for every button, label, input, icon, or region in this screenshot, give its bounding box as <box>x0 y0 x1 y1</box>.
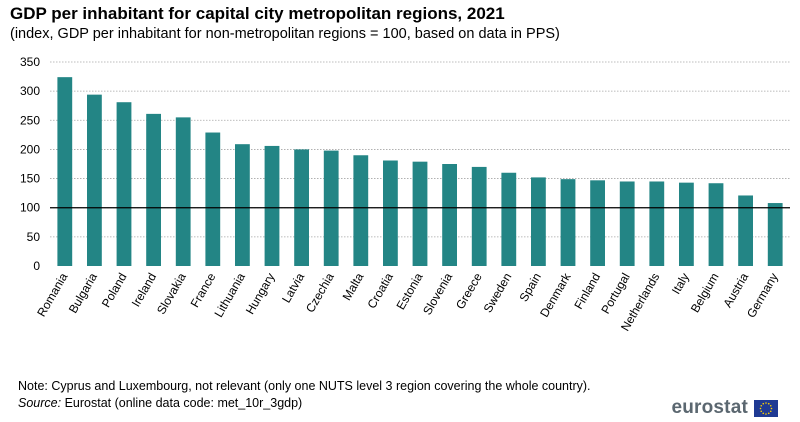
source-text: Eurostat (online data code: met_10r_3gdp… <box>61 396 303 410</box>
x-tick-label: Croatia <box>365 270 397 311</box>
eu-flag-icon <box>754 399 778 417</box>
flag-star <box>770 407 773 409</box>
bar-ireland <box>146 113 161 266</box>
flag-star <box>760 404 763 407</box>
flag-star <box>762 411 765 414</box>
x-tick-label: Spain <box>517 271 544 305</box>
y-tick-label: 250 <box>20 113 40 127</box>
bar-malta <box>353 155 369 266</box>
flag-star <box>767 402 770 405</box>
x-tick-label: Latvia <box>279 270 307 305</box>
x-tick-label: Ireland <box>129 271 159 310</box>
y-tick-label: 350 <box>20 55 40 69</box>
source-label: Source: <box>18 396 62 410</box>
bar-finland <box>590 180 605 266</box>
x-tick-label: Belgium <box>688 271 722 316</box>
x-tick-label: Austria <box>720 270 751 310</box>
bar-slovakia <box>175 117 191 266</box>
x-tick-label: Sweden <box>481 271 515 316</box>
flag-star <box>769 404 772 407</box>
bar-spain <box>531 177 546 266</box>
bar-portugal <box>619 181 635 266</box>
y-tick-label: 150 <box>20 172 40 186</box>
bar-netherlands <box>649 181 665 266</box>
y-axis-ticks: 0 50 100 150 200 250 300 350 <box>20 55 40 273</box>
y-tick-label: 50 <box>27 230 41 244</box>
bar-greece <box>471 166 487 266</box>
y-tick-label: 200 <box>20 142 40 156</box>
x-tick-label: Poland <box>99 271 130 310</box>
x-tick-label: France <box>188 270 219 310</box>
y-tick-label: 0 <box>33 259 40 273</box>
bar-estonia <box>412 161 428 266</box>
x-tick-label: Estonia <box>393 270 425 312</box>
bar-poland <box>116 102 132 267</box>
x-tick-label: Malta <box>340 270 367 303</box>
bar-sweden <box>501 172 517 266</box>
flag-star <box>759 407 762 409</box>
bars <box>57 77 783 267</box>
bar-bulgaria <box>87 94 102 266</box>
bar-austria <box>738 195 753 266</box>
bar-croatia <box>383 160 398 266</box>
bar-belgium <box>708 183 724 266</box>
bar-france <box>205 132 221 266</box>
bar-romania <box>57 77 73 266</box>
eurostat-logo: eurostat <box>671 397 778 419</box>
y-tick-label: 100 <box>20 201 40 215</box>
logo-text: eurostat <box>671 397 748 418</box>
flag-star <box>767 411 770 414</box>
flag-star <box>765 401 767 404</box>
y-tick-label: 300 <box>20 84 40 98</box>
bar-germany <box>767 203 783 266</box>
x-tick-label: Hungary <box>243 271 278 317</box>
bar-italy <box>679 182 694 266</box>
chart-note: Note: Cyprus and Luxembourg, not relevan… <box>18 379 591 393</box>
x-tick-label: Slovakia <box>154 270 189 317</box>
bar-lithuania <box>235 144 250 266</box>
flag-star <box>765 412 767 415</box>
flag-star <box>760 409 763 412</box>
flag-star <box>762 402 765 405</box>
chart-source: Source: Eurostat (online data code: met_… <box>18 396 302 410</box>
bar-slovenia <box>442 164 457 266</box>
x-tick-label: Finland <box>571 271 603 312</box>
bar-hungary <box>264 145 280 266</box>
bar-denmark <box>560 179 576 266</box>
chart-title: GDP per inhabitant for capital city metr… <box>10 4 505 23</box>
x-tick-label: Romania <box>34 270 70 319</box>
x-tick-label: Bulgaria <box>66 270 100 315</box>
x-tick-label: Italy <box>669 271 692 297</box>
x-tick-label: Slovenia <box>420 270 455 317</box>
bar-chart: 0 50 100 150 200 250 300 350 RomaniaBulgariaPol… <box>20 55 790 334</box>
x-tick-label: Greece <box>453 270 485 311</box>
flag-star <box>769 409 772 412</box>
chart-subtitle: (index, GDP per inhabitant for non-metro… <box>10 26 560 42</box>
x-tick-label: Czechia <box>303 270 337 315</box>
